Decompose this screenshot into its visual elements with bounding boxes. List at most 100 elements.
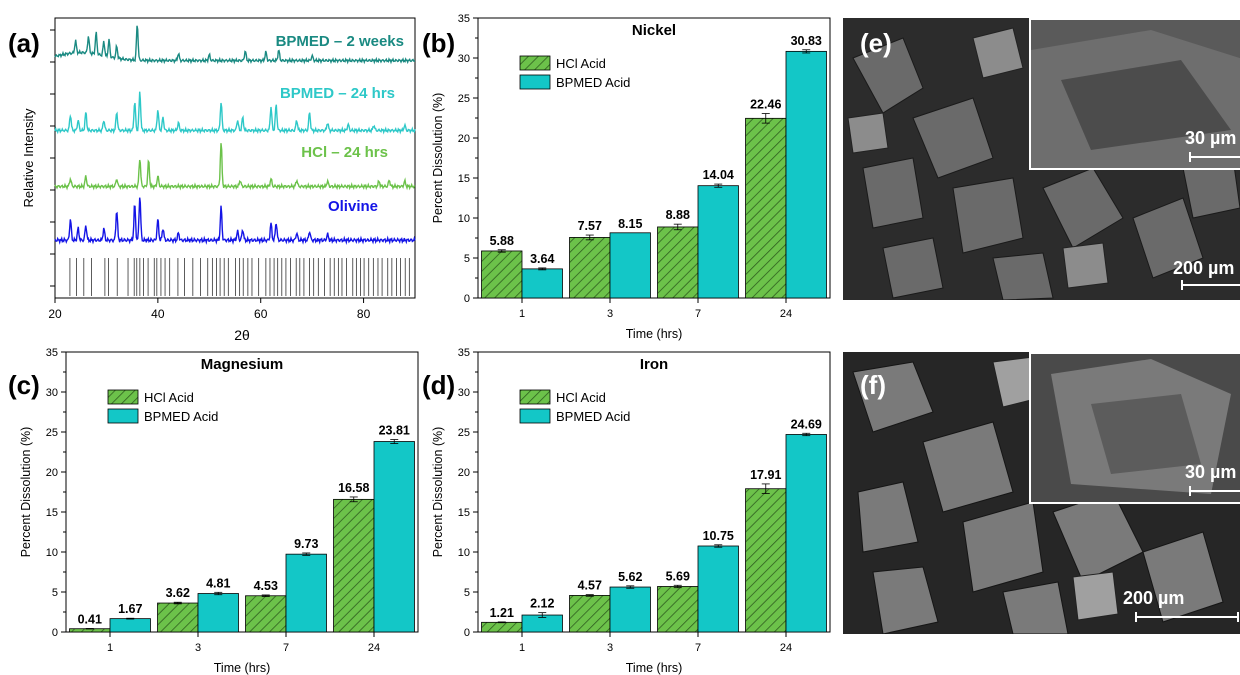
data-label: 4.57 xyxy=(578,579,602,593)
y-tick-label: 20 xyxy=(458,133,470,145)
y-tick-label: 15 xyxy=(458,507,470,519)
bar-bpmed xyxy=(609,586,651,633)
xrd-y-axis-label: Relative Intensity xyxy=(21,108,36,207)
legend-swatch-bpmed xyxy=(519,408,551,424)
x-tick-label: 3 xyxy=(607,642,613,654)
sem-inset-scale-bar-f xyxy=(1189,486,1240,496)
xrd-series-label-hcl-24hrs: HCl – 24 hrs xyxy=(301,144,388,161)
data-label: 0.41 xyxy=(78,612,102,626)
legend-label-bpmed: BPMED Acid xyxy=(144,409,218,424)
xrd-series-line-4 xyxy=(54,197,416,246)
data-label: 2.12 xyxy=(530,597,554,611)
x-tick-label: 7 xyxy=(695,308,701,320)
chart-title: Magnesium xyxy=(201,356,284,373)
panel-label-b: (b) xyxy=(422,28,456,58)
y-tick-label: 0 xyxy=(52,627,58,639)
sem-inset-scale-label-e: 30 µm xyxy=(1185,128,1237,148)
xrd-series-line-2 xyxy=(54,91,416,135)
xrd-x-tick-label: 20 xyxy=(48,307,62,321)
xrd-series-label-bpmed-2weeks: BPMED – 2 weeks xyxy=(276,33,404,50)
x-tick-label: 1 xyxy=(519,642,525,654)
y-tick-label: 20 xyxy=(46,467,58,479)
xrd-x-axis-label: 2θ xyxy=(234,327,250,343)
y-tick-label: 35 xyxy=(46,347,58,359)
x-tick-label: 3 xyxy=(607,308,613,320)
bar-bpmed xyxy=(697,545,739,633)
data-label: 4.53 xyxy=(254,579,278,593)
legend-label-bpmed: BPMED Acid xyxy=(556,75,630,90)
x-tick-label: 24 xyxy=(780,308,792,320)
y-tick-label: 5 xyxy=(52,587,58,599)
y-tick-label: 25 xyxy=(458,427,470,439)
y-tick-label: 0 xyxy=(464,627,470,639)
sem-main-scale-bar-e xyxy=(1181,280,1240,290)
y-tick-label: 25 xyxy=(46,427,58,439)
bar-hcl xyxy=(569,595,611,633)
sem-image-f: 30 µm 200 µm xyxy=(843,352,1240,634)
iron-bar-chart: 0 5 10 15 20 25 30 35 1 1.21 2.12 3 4.57 5.62 7 5.69 10.… xyxy=(431,347,831,675)
bar-bpmed xyxy=(373,441,415,633)
sem-inset-scale-label-f: 30 µm xyxy=(1185,462,1237,482)
xrd-x-tick-label: 80 xyxy=(357,307,371,321)
bar-bpmed xyxy=(521,268,563,299)
y-tick-label: 20 xyxy=(458,467,470,479)
data-label: 23.81 xyxy=(379,424,410,438)
data-label: 3.64 xyxy=(530,252,554,266)
legend-label-hcl: HCl Acid xyxy=(556,56,606,71)
xrd-series-line-1 xyxy=(54,25,416,65)
sem-inset-e xyxy=(1029,18,1240,170)
bar-hcl xyxy=(481,621,523,633)
x-tick-label: 7 xyxy=(695,642,701,654)
data-label: 1.21 xyxy=(490,606,514,620)
bar-hcl xyxy=(245,595,287,633)
bar-hcl xyxy=(657,226,699,299)
data-label: 3.62 xyxy=(166,586,190,600)
y-axis-label: Percent Dissolution (%) xyxy=(19,427,33,558)
data-label: 22.46 xyxy=(750,98,781,112)
data-label: 10.75 xyxy=(703,529,734,543)
data-label: 24.69 xyxy=(791,417,822,431)
data-label: 5.62 xyxy=(618,570,642,584)
y-tick-label: 35 xyxy=(458,347,470,359)
data-label: 5.88 xyxy=(490,234,514,248)
xrd-chart: 20 40 60 80 2θ Relative Intensity BPMED – 2… xyxy=(21,17,416,343)
x-tick-label: 24 xyxy=(368,642,380,654)
y-tick-label: 30 xyxy=(46,387,58,399)
bar-bpmed xyxy=(697,185,739,299)
y-axis-label: Percent Dissolution (%) xyxy=(431,427,445,558)
data-label: 14.04 xyxy=(703,168,734,182)
panel-label-d: (d) xyxy=(422,370,456,400)
panel-label-e: (e) xyxy=(860,28,892,58)
data-label: 9.73 xyxy=(294,537,318,551)
x-axis-label: Time (hrs) xyxy=(626,327,682,341)
chart-title: Iron xyxy=(640,356,668,373)
legend-swatch-hcl xyxy=(519,389,551,405)
sem-image-e: 30 µm 200 µm xyxy=(843,18,1240,300)
sem-inset-texture-e xyxy=(1031,20,1240,168)
x-axis-label: Time (hrs) xyxy=(626,661,682,675)
nickel-bar-chart: 0 5 10 15 20 25 30 35 1 5.88 3.64 3 7.57 8.15 7 8.88 14.… xyxy=(431,13,831,341)
y-tick-label: 5 xyxy=(464,587,470,599)
bar-bpmed xyxy=(609,232,651,299)
x-tick-label: 24 xyxy=(780,642,792,654)
legend-swatch-hcl xyxy=(107,389,139,405)
xrd-series-line-3 xyxy=(54,143,416,191)
bar-bpmed xyxy=(285,553,327,633)
bar-hcl xyxy=(157,602,199,633)
panel-label-c: (c) xyxy=(8,370,40,400)
sem-main-scale-label-e: 200 µm xyxy=(1173,258,1235,278)
bar-bpmed xyxy=(109,618,151,633)
bar-hcl xyxy=(657,586,699,633)
bar-bpmed xyxy=(785,50,827,299)
xrd-x-tick-label: 40 xyxy=(151,307,165,321)
y-tick-label: 35 xyxy=(458,13,470,25)
bar-hcl xyxy=(333,498,375,633)
legend-swatch-hcl xyxy=(519,55,551,71)
y-tick-label: 10 xyxy=(458,547,470,559)
y-tick-label: 5 xyxy=(464,253,470,265)
y-tick-label: 10 xyxy=(46,547,58,559)
panel-label-f: (f) xyxy=(860,370,886,400)
data-label: 5.69 xyxy=(666,569,690,583)
data-label: 4.81 xyxy=(206,576,230,590)
y-tick-label: 0 xyxy=(464,293,470,305)
